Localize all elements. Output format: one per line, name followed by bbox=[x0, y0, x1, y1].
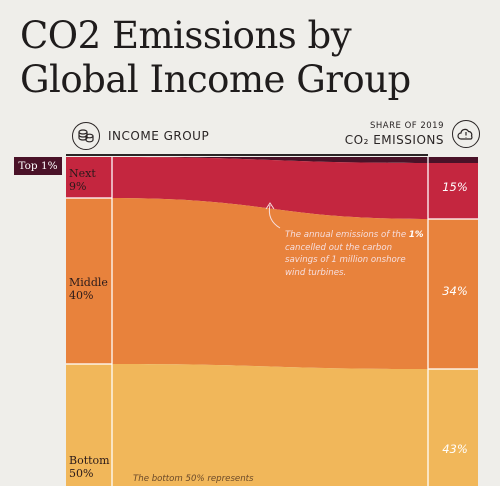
income-group-header: INCOME GROUP bbox=[72, 120, 209, 152]
title-line-1: CO2 Emissions by bbox=[20, 14, 352, 57]
annotation-arrow bbox=[265, 202, 281, 229]
group-label-next-9: Next 9% bbox=[69, 167, 96, 193]
share-label-next-9: 15% bbox=[442, 180, 468, 194]
bottom-50-note: The bottom 50% represents bbox=[133, 474, 254, 484]
header-divider bbox=[66, 154, 428, 156]
co2-emissions-label: CO₂ EMISSIONS bbox=[344, 133, 444, 147]
income-group-label: INCOME GROUP bbox=[108, 129, 210, 143]
band-next-9 bbox=[66, 157, 478, 219]
share-of-2019-label: SHARE OF 2019 bbox=[370, 121, 444, 131]
coins-icon bbox=[72, 122, 100, 150]
group-label-bottom-50: Bottom 50% bbox=[69, 454, 110, 480]
share-label-bottom-50: 43% bbox=[442, 442, 468, 456]
title-line-2: Global Income Group bbox=[20, 58, 411, 101]
top-1-annotation: The annual emissions of the 1% cancelled… bbox=[285, 230, 424, 278]
band-bottom-50 bbox=[66, 364, 478, 486]
page-title: CO2 Emissions by Global Income Group bbox=[20, 14, 490, 102]
band-middle-40 bbox=[66, 198, 478, 369]
band-top-1 bbox=[66, 157, 478, 163]
emissions-share-header: SHARE OF 2019 CO₂ EMISSIONS bbox=[345, 120, 480, 148]
group-label-middle-40: Middle 40% bbox=[69, 276, 108, 302]
share-label-middle-40: 34% bbox=[442, 284, 468, 298]
group-label-top-1: Top 1% bbox=[14, 157, 62, 175]
cloud-icon bbox=[452, 120, 480, 148]
